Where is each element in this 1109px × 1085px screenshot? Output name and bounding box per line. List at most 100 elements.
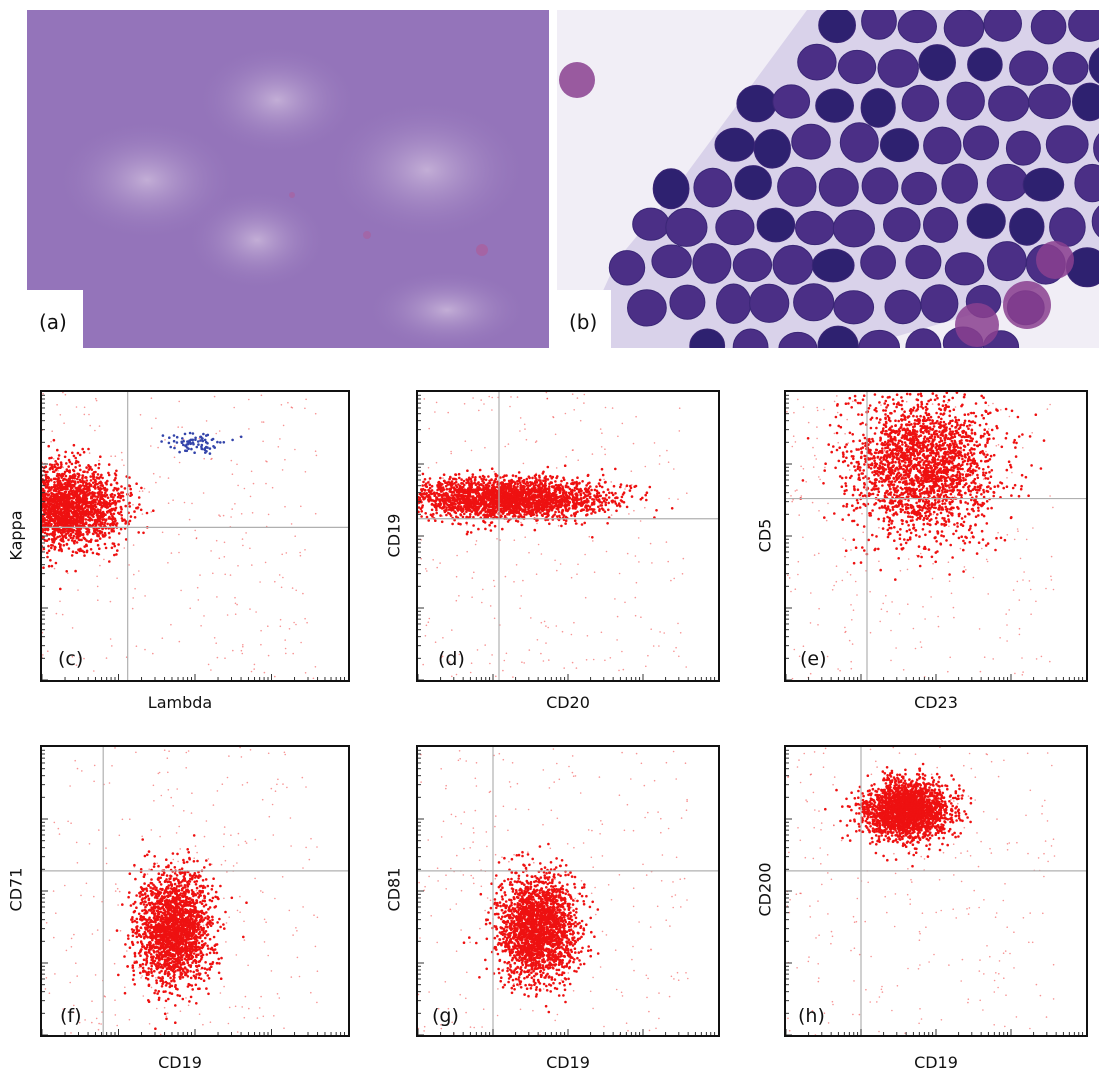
- plot-c-xlabel: Lambda: [147, 693, 213, 712]
- event-point: [152, 472, 155, 475]
- event-point: [43, 482, 47, 485]
- event-point: [444, 484, 448, 488]
- event-point: [107, 471, 110, 475]
- event-point: [284, 505, 286, 508]
- event-point: [236, 463, 238, 466]
- event-point: [84, 484, 87, 488]
- event-point: [85, 510, 88, 514]
- lymphocyte: [988, 85, 1030, 122]
- event-point: [143, 487, 146, 490]
- event-point: [457, 472, 461, 476]
- event-point: [632, 442, 635, 445]
- event-point: [453, 493, 457, 496]
- event-point: [556, 484, 560, 487]
- event-point: [170, 552, 173, 554]
- event-point: [47, 511, 50, 515]
- event-point: [57, 454, 61, 457]
- event-point: [290, 523, 293, 525]
- event-point: [54, 460, 57, 463]
- event-point: [72, 454, 76, 458]
- event-point: [484, 644, 486, 646]
- event-point: [141, 513, 144, 515]
- event-point: [577, 563, 579, 566]
- plot-d: (d): [416, 390, 720, 682]
- event-point: [183, 501, 186, 504]
- event-point: [588, 496, 592, 499]
- event-point: [119, 506, 123, 509]
- event-point: [64, 490, 68, 493]
- event-point: [522, 462, 525, 465]
- event-point: [426, 570, 428, 572]
- event-point: [463, 505, 466, 509]
- event-point: [87, 447, 90, 451]
- event-point: [60, 549, 63, 553]
- lymphocyte: [772, 244, 814, 285]
- event-point: [103, 500, 107, 503]
- event-point: [177, 426, 179, 428]
- event-point: [57, 503, 61, 506]
- event-point: [463, 403, 466, 405]
- event-point: [507, 443, 510, 445]
- event-point: [70, 475, 73, 478]
- event-point: [472, 515, 475, 519]
- event-point: [302, 592, 304, 595]
- event-point: [77, 589, 79, 591]
- event-point: [85, 550, 89, 554]
- event-point: [133, 516, 137, 519]
- event-point: [526, 481, 530, 485]
- event-point: [97, 534, 100, 538]
- event-point: [66, 503, 69, 506]
- event-point: [284, 639, 286, 641]
- axis-ticks: [42, 394, 345, 680]
- lymphocyte: [818, 10, 856, 44]
- event-point: [75, 532, 78, 535]
- event-point: [610, 491, 614, 495]
- event-point: [571, 661, 574, 664]
- event-point: [611, 407, 614, 409]
- event-point: [148, 491, 150, 493]
- event-point: [64, 533, 68, 537]
- event-point: [42, 521, 43, 525]
- event-point: [42, 499, 45, 502]
- event-point: [558, 491, 562, 494]
- event-point: [252, 482, 255, 485]
- event-point: [439, 476, 442, 480]
- event-point: [282, 424, 285, 427]
- event-point: [418, 496, 421, 499]
- event-point: [199, 439, 202, 442]
- event-point: [586, 635, 589, 637]
- event-point: [140, 486, 143, 490]
- event-point: [567, 502, 570, 506]
- event-point: [100, 481, 103, 485]
- event-point: [211, 437, 215, 441]
- event-point: [241, 652, 244, 655]
- event-point: [103, 531, 107, 535]
- event-point: [250, 670, 253, 673]
- event-point: [481, 502, 485, 506]
- event-point: [610, 481, 612, 483]
- event-point: [443, 504, 446, 507]
- event-point: [558, 498, 562, 502]
- event-point: [537, 495, 540, 499]
- event-point: [97, 519, 101, 522]
- event-point: [605, 498, 608, 502]
- event-point: [72, 495, 76, 498]
- lymphocyte: [944, 252, 985, 286]
- event-point: [579, 419, 582, 422]
- background-events: [42, 392, 318, 680]
- event-point: [183, 432, 187, 436]
- event-point: [584, 596, 587, 599]
- event-point: [50, 564, 54, 568]
- event-point: [191, 502, 193, 505]
- event-point: [118, 500, 121, 503]
- lymphocyte: [749, 283, 790, 323]
- event-point: [110, 512, 113, 516]
- event-point: [314, 512, 317, 515]
- event-point: [94, 539, 98, 542]
- event-point: [113, 478, 116, 482]
- lymphocyte: [818, 167, 859, 207]
- event-point: [471, 577, 474, 579]
- lymphocyte: [905, 244, 942, 280]
- event-point: [427, 481, 430, 484]
- event-point: [507, 479, 511, 483]
